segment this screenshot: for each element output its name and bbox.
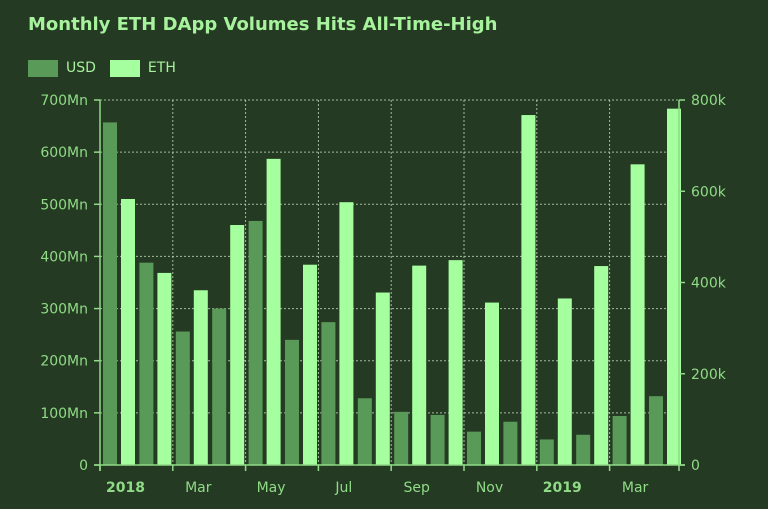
bar-eth-12 (557, 298, 572, 465)
legend: USD ETH (28, 58, 190, 78)
bar-eth-4 (266, 158, 281, 465)
legend-item-eth[interactable]: ETH (109, 59, 176, 77)
y-left-tick-label: 700Mn (40, 93, 88, 109)
bar-eth-3 (230, 225, 245, 465)
bar-usd-4 (248, 220, 263, 465)
bar-usd-12 (539, 439, 554, 465)
legend-item-usd[interactable]: USD (28, 59, 96, 77)
bar-usd-10 (467, 431, 481, 465)
bar-eth-2 (193, 290, 208, 465)
x-tick-label: May (257, 480, 286, 496)
y-left-tick-label: 200Mn (40, 354, 88, 370)
bar-usd-6 (321, 322, 336, 465)
y-right-tick-label: 0 (691, 458, 700, 474)
bar-usd-3 (212, 308, 227, 465)
y-left-tick-label: 600Mn (40, 145, 88, 161)
bar-eth-0 (121, 199, 135, 465)
bar-eth-6 (339, 202, 354, 465)
y-left-tick-label: 400Mn (40, 249, 88, 265)
legend-swatch-eth (109, 59, 140, 77)
legend-label-usd: USD (66, 60, 96, 76)
bar-usd-5 (285, 339, 299, 465)
bar-usd-14 (612, 415, 627, 465)
bar-usd-2 (175, 331, 190, 465)
bar-usd-9 (430, 414, 445, 465)
y-left-tick-label: 100Mn (40, 406, 88, 422)
bar-eth-7 (375, 292, 390, 465)
y-right-tick-label: 800k (691, 93, 727, 109)
bar-eth-1 (157, 272, 172, 465)
x-tick-label: Jul (334, 480, 352, 496)
legend-label-eth: ETH (147, 60, 176, 76)
bar-eth-14 (630, 164, 645, 466)
bar-eth-10 (485, 302, 499, 465)
bar-usd-11 (503, 421, 518, 465)
y-right-tick-label: 600k (691, 184, 727, 200)
x-tick-label: Nov (476, 480, 503, 496)
y-right-tick-label: 400k (691, 276, 727, 292)
bar-eth-15 (667, 108, 681, 465)
x-tick-label: Sep (403, 480, 430, 496)
bar-eth-11 (521, 115, 536, 466)
legend-swatch-usd (28, 59, 58, 77)
x-tick-label: Mar (622, 480, 649, 496)
bar-usd-13 (576, 434, 591, 465)
x-tick-label: 2019 (543, 480, 582, 496)
x-tick-label: Mar (185, 480, 212, 496)
chart-title: Monthly ETH DApp Volumes Hits All-Time-H… (28, 14, 498, 35)
bar-usd-0 (103, 122, 117, 466)
bar-eth-8 (412, 265, 427, 465)
bar-eth-9 (448, 260, 463, 465)
x-tick-label: 2018 (106, 480, 145, 496)
y-left-tick-label: 500Mn (40, 197, 88, 213)
y-right-tick-label: 200k (691, 367, 727, 383)
bar-eth-5 (303, 264, 317, 465)
y-left-tick-label: 300Mn (40, 302, 88, 318)
bar-usd-1 (139, 262, 154, 465)
bar-usd-8 (394, 411, 409, 465)
bar-eth-13 (594, 266, 609, 465)
bar-usd-7 (357, 398, 372, 465)
y-left-tick-label: 0 (79, 458, 88, 474)
bar-usd-15 (649, 396, 663, 465)
